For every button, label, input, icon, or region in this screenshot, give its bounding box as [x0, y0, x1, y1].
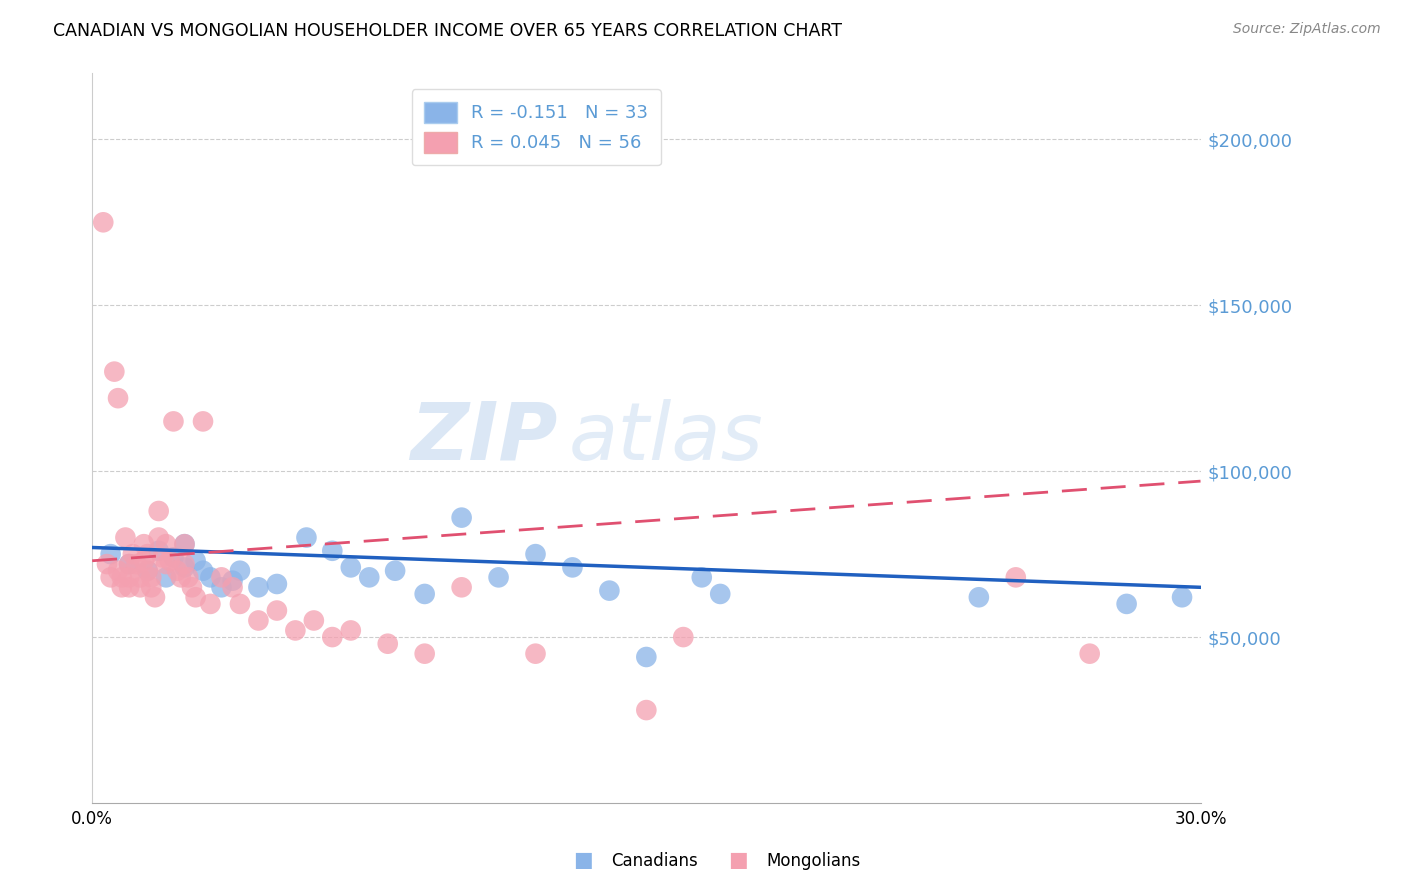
Point [173, 537, 195, 551]
Point [148, 531, 170, 545]
Point [450, 580, 472, 594]
Point [107, 391, 129, 405]
Point [413, 587, 436, 601]
Text: Mongolians: Mongolians [766, 852, 860, 870]
Point [229, 597, 252, 611]
Point [284, 624, 307, 638]
Point [229, 564, 252, 578]
Point [636, 650, 658, 665]
Point [191, 414, 214, 428]
Point [103, 365, 125, 379]
Point [141, 570, 163, 584]
Point [107, 564, 129, 578]
Point [111, 570, 134, 584]
Point [148, 504, 170, 518]
Point [377, 637, 399, 651]
Point [166, 564, 188, 578]
Point [173, 557, 195, 571]
Point [181, 580, 204, 594]
Point [524, 647, 547, 661]
Point [177, 570, 200, 584]
Point [162, 414, 184, 428]
Text: Canadians: Canadians [612, 852, 699, 870]
Point [91, 215, 114, 229]
Point [136, 564, 159, 578]
Point [100, 570, 122, 584]
Point [114, 531, 136, 545]
Point [636, 703, 658, 717]
Point [450, 510, 472, 524]
Text: CANADIAN VS MONGOLIAN HOUSEHOLDER INCOME OVER 65 YEARS CORRELATION CHART: CANADIAN VS MONGOLIAN HOUSEHOLDER INCOME… [53, 22, 842, 40]
Text: atlas: atlas [569, 399, 763, 477]
Legend: R = -0.151   N = 33, R = 0.045   N = 56: R = -0.151 N = 33, R = 0.045 N = 56 [412, 89, 661, 165]
Point [488, 570, 510, 584]
Point [1171, 591, 1194, 605]
Point [100, 547, 122, 561]
Point [170, 570, 193, 584]
Point [302, 614, 325, 628]
Point [200, 597, 222, 611]
Point [247, 580, 270, 594]
Point [359, 570, 381, 584]
Point [141, 580, 163, 594]
Point [598, 583, 620, 598]
Point [132, 554, 155, 568]
Point [173, 537, 195, 551]
Point [1115, 597, 1137, 611]
Text: ■: ■ [574, 850, 593, 870]
Point [339, 560, 361, 574]
Point [155, 570, 177, 584]
Point [247, 614, 270, 628]
Point [136, 547, 159, 561]
Point [221, 580, 243, 594]
Point [118, 557, 141, 571]
Point [136, 564, 159, 578]
Point [266, 577, 288, 591]
Point [121, 547, 143, 561]
Point [339, 624, 361, 638]
Point [129, 580, 152, 594]
Text: ZIP: ZIP [411, 399, 558, 477]
Point [295, 531, 318, 545]
Point [184, 554, 207, 568]
Point [96, 557, 118, 571]
Point [155, 537, 177, 551]
Y-axis label: Householder Income Over 65 years: Householder Income Over 65 years [0, 302, 7, 574]
Point [672, 630, 695, 644]
Point [321, 630, 343, 644]
Point [1004, 570, 1026, 584]
Point [191, 564, 214, 578]
Point [561, 560, 583, 574]
Point [162, 550, 184, 565]
Point [413, 647, 436, 661]
Point [143, 591, 166, 605]
Point [155, 557, 177, 571]
Point [709, 587, 731, 601]
Point [221, 574, 243, 588]
Point [118, 570, 141, 584]
Point [266, 603, 288, 617]
Point [211, 580, 233, 594]
Text: ■: ■ [728, 850, 748, 870]
Point [967, 591, 990, 605]
Point [148, 543, 170, 558]
Point [690, 570, 713, 584]
Point [159, 554, 181, 568]
Point [125, 557, 148, 571]
Point [524, 547, 547, 561]
Point [1078, 647, 1101, 661]
Point [129, 570, 152, 584]
Point [321, 543, 343, 558]
Point [118, 557, 141, 571]
Point [200, 570, 222, 584]
Point [184, 591, 207, 605]
Point [111, 580, 134, 594]
Point [173, 560, 195, 574]
Point [132, 537, 155, 551]
Point [211, 570, 233, 584]
Point [150, 550, 173, 565]
Text: Source: ZipAtlas.com: Source: ZipAtlas.com [1233, 22, 1381, 37]
Point [118, 580, 141, 594]
Point [384, 564, 406, 578]
